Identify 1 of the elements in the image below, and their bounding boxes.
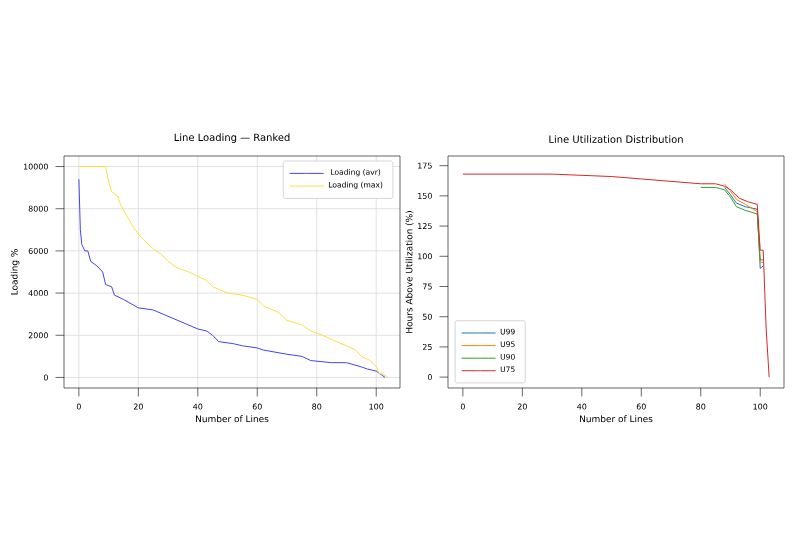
line-series: [700, 186, 764, 261]
